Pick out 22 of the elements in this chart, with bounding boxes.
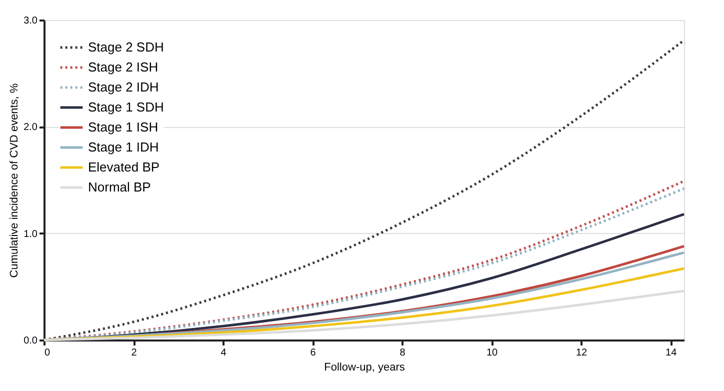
x-tick-label: 4 [220, 348, 227, 358]
legend-label: Stage 2 IDH [88, 80, 159, 94]
legend-label: Elevated BP [88, 160, 160, 174]
legend-label: Stage 1 IDH [88, 140, 159, 154]
legend-label: Stage 2 SDH [88, 40, 164, 54]
x-tick-label: 2 [131, 348, 138, 358]
legend-label: Normal BP [88, 180, 151, 194]
x-tick-label: 8 [400, 348, 406, 358]
x-tick-label: 12 [576, 348, 588, 358]
legend-label: Stage 1 SDH [88, 100, 164, 114]
legend-label: Stage 2 ISH [88, 60, 158, 74]
y-tick-label: 1.0 [24, 228, 38, 240]
x-tick-label: 14 [666, 348, 678, 358]
y-tick-label: 0.0 [24, 336, 38, 346]
y-axis-title: Cumulative incidence of CVD events, % [8, 83, 21, 278]
x-axis-title: Follow-up, years [324, 362, 406, 374]
x-tick-label: 10 [486, 348, 498, 358]
x-tick-label: 0 [44, 348, 50, 358]
legend-label: Stage 1 ISH [88, 120, 158, 134]
x-tick-label: 6 [310, 348, 316, 358]
y-tick-label: 3.0 [24, 16, 38, 26]
y-tick-label: 2.0 [24, 122, 38, 134]
